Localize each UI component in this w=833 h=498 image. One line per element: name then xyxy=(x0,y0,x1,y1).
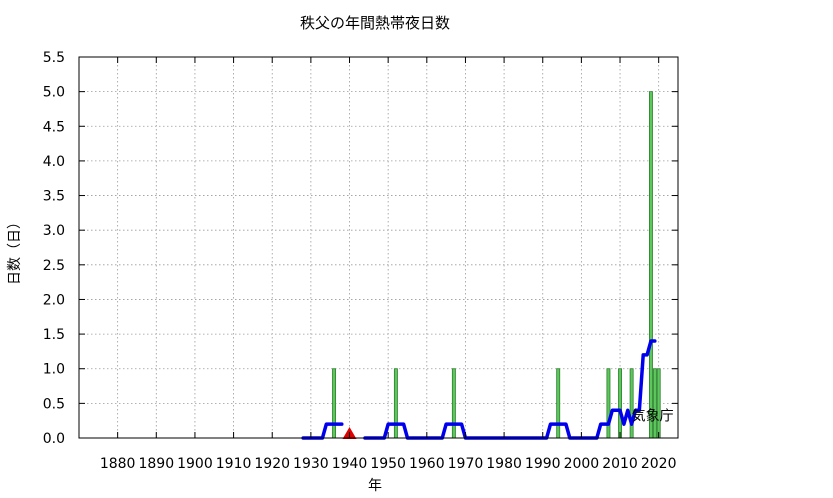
x-tick-label: 1960 xyxy=(409,456,445,472)
x-axis-label: 年 xyxy=(368,478,382,494)
x-tick-label: 1970 xyxy=(448,456,484,472)
annotation-layer: 気象庁 xyxy=(632,409,674,425)
bar xyxy=(649,91,653,439)
x-axis: 1880 1890 1900 1910 1920 1930 1940 1950 1960 1970… xyxy=(100,57,677,472)
x-tick-label: 1900 xyxy=(177,456,213,472)
y-tick-label: 1.0 xyxy=(43,362,65,378)
bar xyxy=(629,368,634,439)
x-tick-label: 1990 xyxy=(525,456,561,472)
y-tick-label: 5.0 xyxy=(43,85,65,101)
bar xyxy=(332,368,337,439)
y-tick-label: 3.0 xyxy=(43,223,65,239)
y-tick-label: 5.5 xyxy=(43,50,65,66)
x-tick-label: 1910 xyxy=(216,456,252,472)
y-tick-label: 2.5 xyxy=(43,258,65,274)
y-tick-label: 0.0 xyxy=(43,431,65,447)
x-tick-label: 1880 xyxy=(100,456,136,472)
y-tick-label: 1.5 xyxy=(43,327,65,343)
x-tick-label: 1920 xyxy=(254,456,290,472)
bar xyxy=(556,368,561,439)
y-tick-label: 0.5 xyxy=(43,396,65,412)
bar-series xyxy=(332,91,661,439)
bar xyxy=(618,368,622,439)
bar xyxy=(656,368,661,439)
bar xyxy=(393,368,398,439)
x-tick-label: 1950 xyxy=(370,456,406,472)
chart-title: 秩父の年間熱帯夜日数 xyxy=(300,14,450,32)
plot-frame xyxy=(78,56,679,439)
y-axis: 0.0 0.5 1.0 1.5 2.0 2.5 3.0 3.5 4.0 4.5 5.0 5.5 xyxy=(43,50,678,447)
x-tick-label: 1930 xyxy=(293,456,329,472)
y-tick-label: 4.5 xyxy=(43,119,65,135)
y-tick-label: 2.0 xyxy=(43,292,65,308)
y-tick-label: 3.5 xyxy=(43,189,65,205)
bar xyxy=(451,368,456,439)
y-tick-label: 4.0 xyxy=(43,154,65,170)
grid xyxy=(79,56,678,439)
x-tick-label: 2020 xyxy=(641,456,677,472)
source-annotation: 気象庁 xyxy=(632,409,674,425)
bar xyxy=(652,368,657,439)
x-tick-label: 1980 xyxy=(486,456,522,472)
x-tick-label: 1890 xyxy=(138,456,174,472)
y-axis-label: 日数（日） xyxy=(7,215,23,285)
x-tick-label: 2010 xyxy=(602,456,638,472)
x-tick-label: 2000 xyxy=(564,456,600,472)
trend-line-series xyxy=(301,339,657,440)
x-tick-label: 1940 xyxy=(332,456,368,472)
trend-line xyxy=(363,339,657,440)
bar xyxy=(606,368,611,439)
